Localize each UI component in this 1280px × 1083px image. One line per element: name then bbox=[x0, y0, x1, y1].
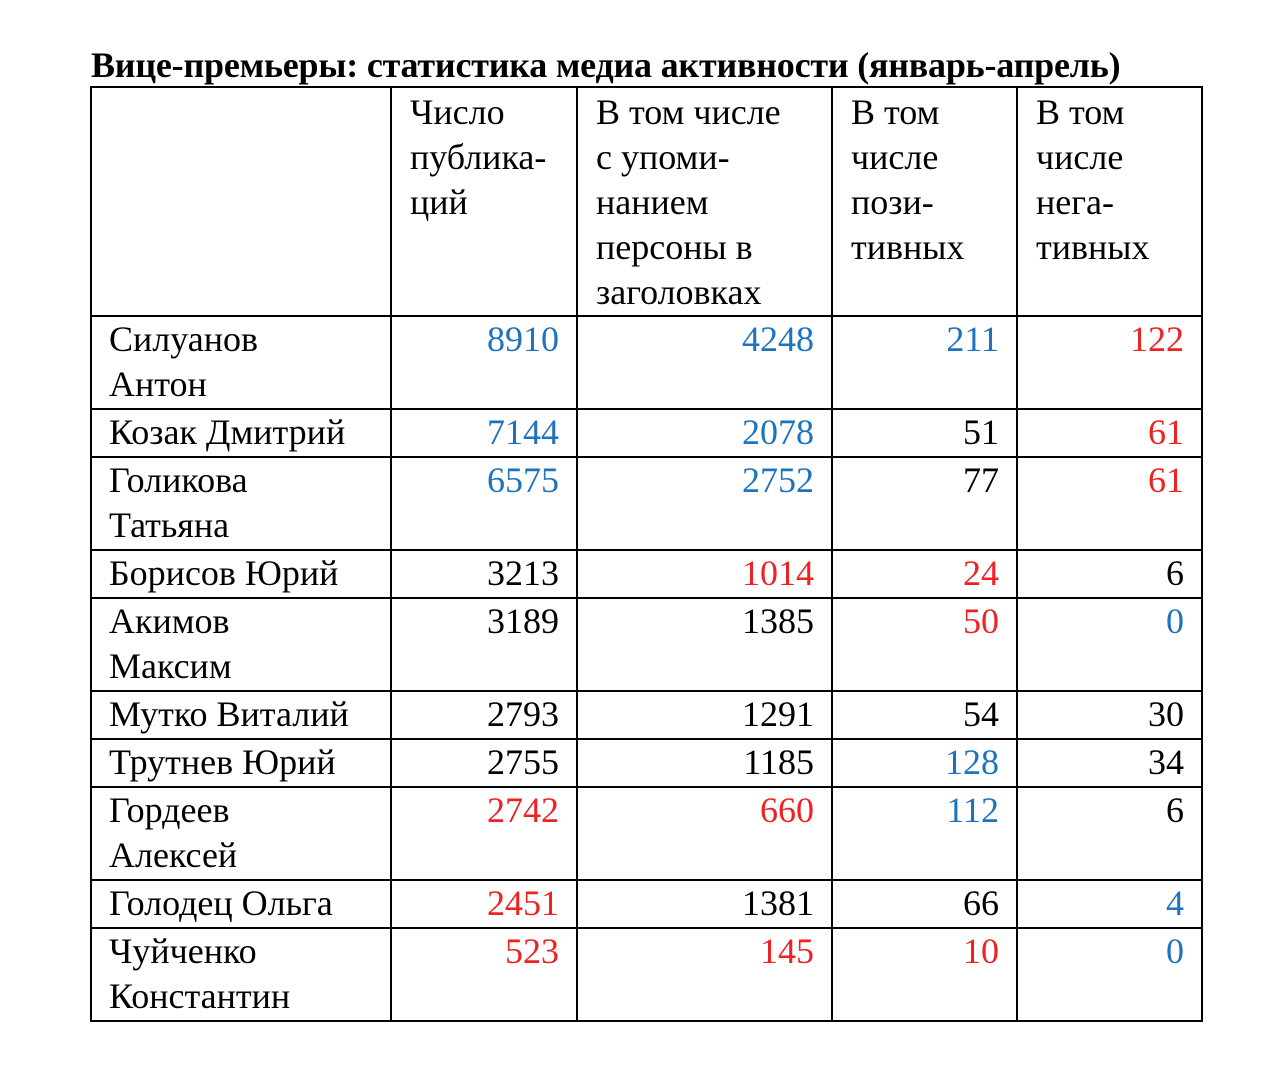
table-row: Силуанов Антон 8910 4248 211 122 bbox=[90, 315, 1203, 410]
headline-mentions-value: 1185 bbox=[576, 738, 833, 788]
positive-value: 66 bbox=[831, 879, 1018, 929]
table-row: Козак Дмитрий 7144 2078 51 61 bbox=[90, 408, 1203, 458]
person-name-cell: Трутнев Юрий bbox=[90, 738, 392, 788]
person-name-cell: Козак Дмитрий bbox=[90, 408, 392, 458]
table-row: Акимов Максим 3189 1385 50 0 bbox=[90, 597, 1203, 692]
person-name-line: Борисов Юрий bbox=[109, 553, 339, 593]
header-line: заголовках bbox=[596, 272, 762, 312]
headline-mentions-value: 1381 bbox=[576, 879, 833, 929]
header-line: Число bbox=[410, 92, 505, 132]
headline-mentions-value: 2078 bbox=[576, 408, 833, 458]
header-line: числе bbox=[851, 137, 939, 177]
person-name-line: Алексей bbox=[109, 835, 238, 875]
publications-value: 2451 bbox=[390, 879, 578, 929]
person-name-line: Мутко Виталий bbox=[109, 694, 349, 734]
header-positive: В том числе пози- тивных bbox=[831, 86, 1018, 317]
negative-value: 6 bbox=[1016, 549, 1203, 599]
person-name-cell: Голикова Татьяна bbox=[90, 456, 392, 551]
headline-mentions-value: 1291 bbox=[576, 690, 833, 740]
person-name-line: Козак Дмитрий bbox=[109, 412, 346, 452]
publications-value: 2793 bbox=[390, 690, 578, 740]
negative-value: 34 bbox=[1016, 738, 1203, 788]
positive-value: 54 bbox=[831, 690, 1018, 740]
header-line: персоны в bbox=[596, 227, 753, 267]
media-activity-table: Число публика- ций В том числе с упоми- … bbox=[90, 86, 1203, 1022]
person-name-line: Голодец Ольга bbox=[109, 883, 333, 923]
header-publications: Число публика- ций bbox=[390, 86, 578, 317]
table-row: Гордеев Алексей 2742 660 112 6 bbox=[90, 786, 1203, 881]
header-line: В том bbox=[851, 92, 940, 132]
person-name-line: Гордеев bbox=[109, 790, 230, 830]
negative-value: 30 bbox=[1016, 690, 1203, 740]
positive-value: 10 bbox=[831, 927, 1018, 1022]
positive-value: 24 bbox=[831, 549, 1018, 599]
publications-value: 6575 bbox=[390, 456, 578, 551]
header-line: числе bbox=[1036, 137, 1124, 177]
positive-value: 50 bbox=[831, 597, 1018, 692]
headline-mentions-value: 660 bbox=[576, 786, 833, 881]
person-name-cell: Голодец Ольга bbox=[90, 879, 392, 929]
headline-mentions-value: 1014 bbox=[576, 549, 833, 599]
document-title: Вице-премьеры: статистика медиа активнос… bbox=[91, 45, 1121, 85]
header-line: публика- bbox=[410, 137, 547, 177]
negative-value: 61 bbox=[1016, 456, 1203, 551]
publications-value: 8910 bbox=[390, 315, 578, 410]
header-headline-mentions: В том числе с упоми- нанием персоны в за… bbox=[576, 86, 833, 317]
person-name-line: Трутнев Юрий bbox=[109, 742, 336, 782]
negative-value: 122 bbox=[1016, 315, 1203, 410]
negative-value: 6 bbox=[1016, 786, 1203, 881]
positive-value: 128 bbox=[831, 738, 1018, 788]
headline-mentions-value: 2752 bbox=[576, 456, 833, 551]
person-name-cell: Мутко Виталий bbox=[90, 690, 392, 740]
person-name-cell: Силуанов Антон bbox=[90, 315, 392, 410]
headline-mentions-value: 1385 bbox=[576, 597, 833, 692]
publications-value: 2755 bbox=[390, 738, 578, 788]
publications-value: 3213 bbox=[390, 549, 578, 599]
header-negative: В том числе нега- тивных bbox=[1016, 86, 1203, 317]
person-name-cell: Акимов Максим bbox=[90, 597, 392, 692]
table-row: Мутко Виталий 2793 1291 54 30 bbox=[90, 690, 1203, 740]
header-line: с упоми- bbox=[596, 137, 730, 177]
header-line: нега- bbox=[1036, 182, 1114, 222]
person-name-line: Максим bbox=[109, 646, 232, 686]
positive-value: 211 bbox=[831, 315, 1018, 410]
person-name-line: Татьяна bbox=[109, 505, 230, 545]
person-name-line: Голикова bbox=[109, 460, 248, 500]
header-line: нанием bbox=[596, 182, 709, 222]
publications-value: 3189 bbox=[390, 597, 578, 692]
header-line: тивных bbox=[851, 227, 965, 267]
negative-value: 4 bbox=[1016, 879, 1203, 929]
header-line: В том числе bbox=[596, 92, 781, 132]
header-line: ций bbox=[410, 182, 468, 222]
table-row: Трутнев Юрий 2755 1185 128 34 bbox=[90, 738, 1203, 788]
person-name-line: Антон bbox=[109, 364, 207, 404]
positive-value: 77 bbox=[831, 456, 1018, 551]
person-name-line: Константин bbox=[109, 976, 291, 1016]
publications-value: 7144 bbox=[390, 408, 578, 458]
header-corner-cell bbox=[90, 86, 392, 317]
publications-value: 523 bbox=[390, 927, 578, 1022]
person-name-cell: Гордеев Алексей bbox=[90, 786, 392, 881]
table-row: Голикова Татьяна 6575 2752 77 61 bbox=[90, 456, 1203, 551]
negative-value: 0 bbox=[1016, 927, 1203, 1022]
header-line: пози- bbox=[851, 182, 934, 222]
person-name-line: Силуанов bbox=[109, 319, 259, 359]
person-name-cell: Борисов Юрий bbox=[90, 549, 392, 599]
person-name-line: Чуйченко bbox=[109, 931, 257, 971]
positive-value: 112 bbox=[831, 786, 1018, 881]
negative-value: 0 bbox=[1016, 597, 1203, 692]
table-header-row: Число публика- ций В том числе с упоми- … bbox=[90, 86, 1203, 317]
negative-value: 61 bbox=[1016, 408, 1203, 458]
person-name-cell: Чуйченко Константин bbox=[90, 927, 392, 1022]
headline-mentions-value: 4248 bbox=[576, 315, 833, 410]
positive-value: 51 bbox=[831, 408, 1018, 458]
headline-mentions-value: 145 bbox=[576, 927, 833, 1022]
table-row: Голодец Ольга 2451 1381 66 4 bbox=[90, 879, 1203, 929]
header-line: тивных bbox=[1036, 227, 1150, 267]
table-row: Борисов Юрий 3213 1014 24 6 bbox=[90, 549, 1203, 599]
publications-value: 2742 bbox=[390, 786, 578, 881]
table-row: Чуйченко Константин 523 145 10 0 bbox=[90, 927, 1203, 1022]
person-name-line: Акимов bbox=[109, 601, 230, 641]
header-line: В том bbox=[1036, 92, 1125, 132]
